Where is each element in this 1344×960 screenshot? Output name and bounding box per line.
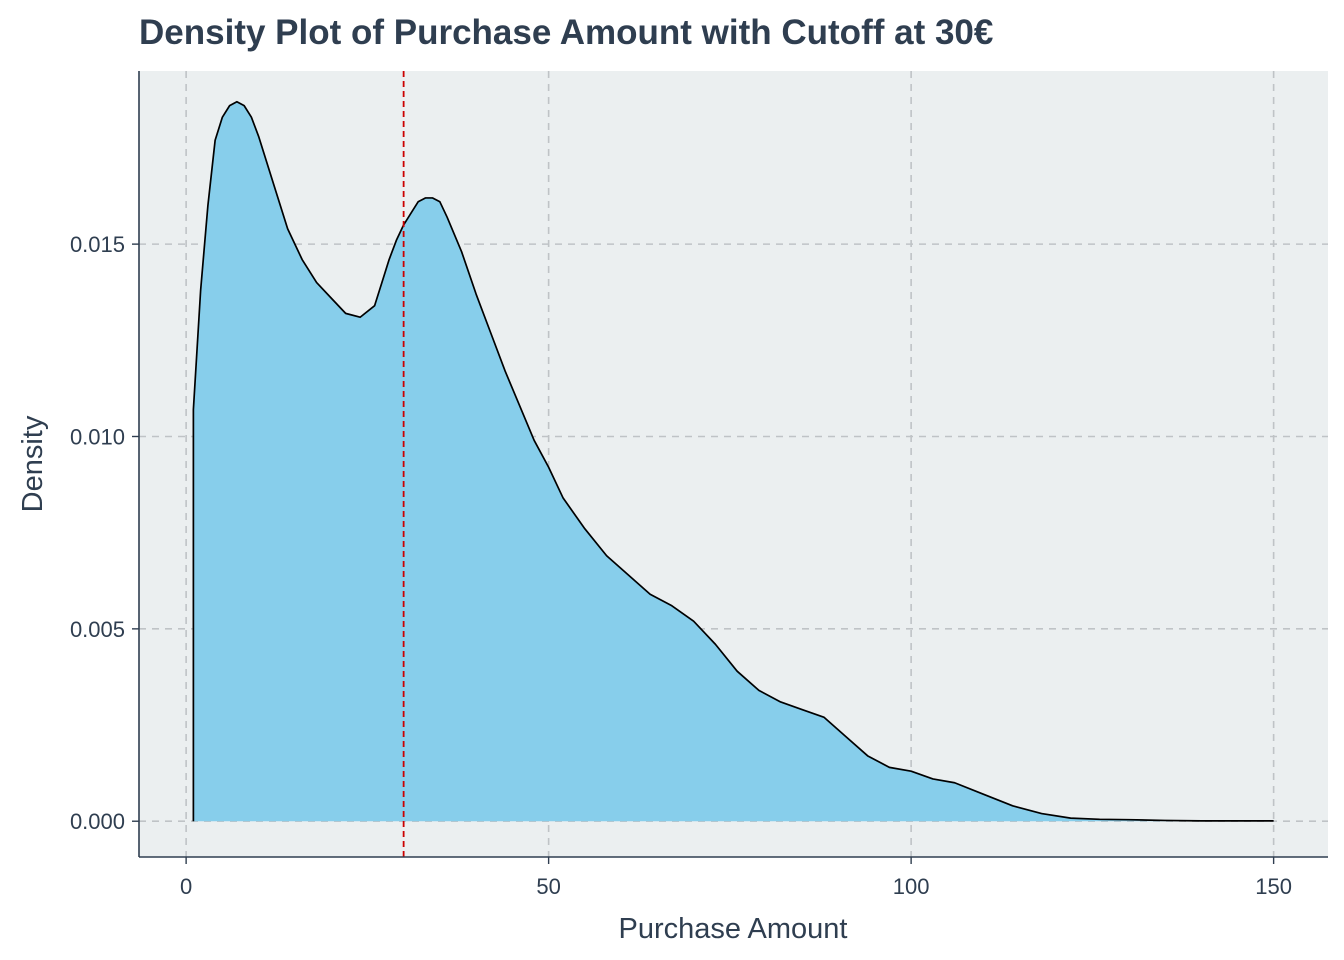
y-tick-label-2: 0.010: [70, 424, 125, 449]
x-axis-ticks: 0 50 100 150: [180, 857, 1292, 899]
y-axis-label: Density: [17, 415, 49, 512]
y-tick-label-0: 0.000: [70, 809, 125, 834]
x-tick-label-1: 50: [536, 874, 560, 899]
chart-title: Density Plot of Purchase Amount with Cut…: [139, 13, 993, 52]
x-tick-label-2: 100: [893, 874, 930, 899]
y-axis-ticks: 0.000 0.005 0.010 0.015: [70, 232, 139, 834]
density-outline: [192, 100, 1274, 822]
y-tick-label-3: 0.015: [70, 232, 125, 257]
x-tick-label-0: 0: [180, 874, 192, 899]
x-axis-label: Purchase Amount: [619, 913, 848, 945]
axes: [138, 71, 1328, 858]
x-tick-label-3: 150: [1255, 874, 1292, 899]
density-area: [193, 101, 1274, 822]
y-tick-label-1: 0.005: [70, 617, 125, 642]
density-layer: [192, 100, 1274, 822]
